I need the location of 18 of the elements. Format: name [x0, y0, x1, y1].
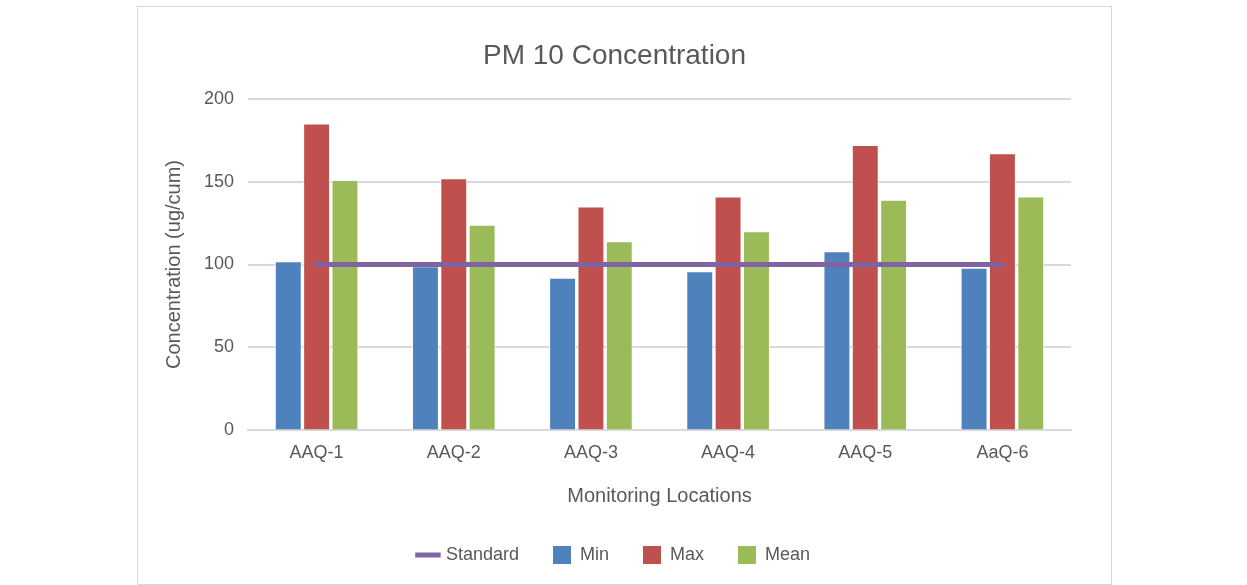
x-axis-title: Monitoring Locations — [567, 483, 752, 506]
x-tick-label: AAQ-4 — [701, 442, 756, 463]
y-tick-label: 0 — [224, 419, 235, 440]
legend-label: Standard — [445, 543, 520, 564]
x-tick-label: AAQ-5 — [838, 442, 893, 463]
chart-title: PM 10 Concentration — [482, 38, 747, 70]
legend-label: Mean — [765, 543, 811, 564]
legend-label: Max — [670, 543, 705, 564]
y-tick-label: 100 — [203, 253, 235, 274]
y-axis-title: Concentration (ug/cum) — [161, 160, 184, 369]
y-tick-label: 200 — [203, 87, 235, 108]
y-tick-label: 150 — [203, 170, 235, 191]
x-tick-label: AAQ-2 — [426, 442, 481, 463]
x-tick-label: AaQ-6 — [976, 442, 1029, 463]
y-tick-label: 50 — [214, 336, 235, 357]
x-tick-label: AAQ-3 — [563, 442, 618, 463]
x-tick-label: AAQ-1 — [289, 442, 344, 463]
legend-label: Min — [580, 543, 610, 564]
